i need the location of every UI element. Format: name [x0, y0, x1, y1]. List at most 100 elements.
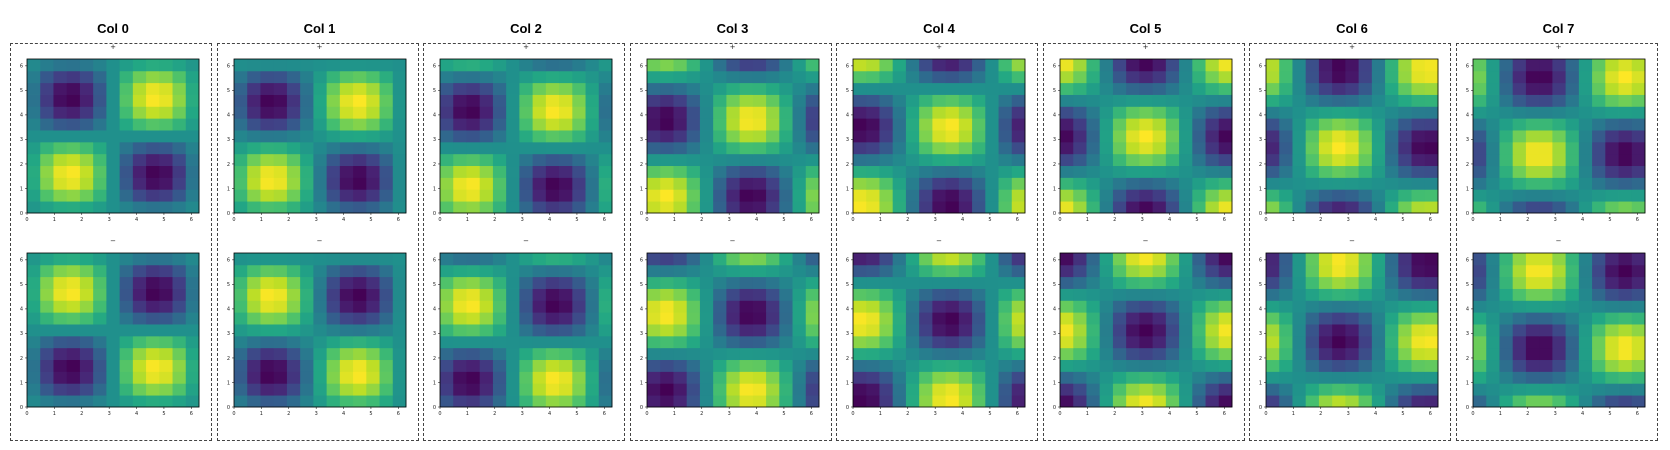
heatmap-cell	[1218, 82, 1232, 95]
heatmap-cell	[453, 94, 467, 107]
heatmap-cell	[1152, 165, 1166, 178]
heatmap-cell	[1538, 165, 1553, 178]
heatmap-cell	[712, 177, 727, 190]
heatmap-cell	[365, 153, 380, 167]
heatmap-cell	[1191, 59, 1206, 72]
heatmap-cell	[1358, 165, 1373, 178]
heatmap-cell	[1525, 276, 1540, 289]
heatmap-cell	[1618, 59, 1632, 72]
heatmap-cell	[972, 371, 986, 384]
heatmap-cell	[1631, 264, 1645, 278]
heatmap-cell	[985, 118, 999, 131]
heatmap-cell	[339, 59, 353, 72]
heatmap-cell	[725, 141, 740, 155]
heatmap-cell	[1485, 253, 1500, 266]
heatmap-cell	[40, 347, 54, 361]
heatmap-cell	[1318, 153, 1333, 167]
heatmap-cell	[778, 288, 793, 301]
heatmap-cell	[1085, 288, 1100, 301]
heatmap-cell	[585, 312, 600, 325]
heatmap-cell	[686, 59, 700, 72]
heatmap-cell	[1551, 177, 1566, 190]
x-tick-label: 2	[1113, 217, 1116, 223]
heatmap-cell	[1358, 300, 1373, 313]
heatmap-cell	[1305, 288, 1320, 301]
heatmap-cell	[739, 312, 753, 325]
heatmap-cell	[132, 59, 147, 72]
heatmap-cell	[985, 82, 999, 95]
heatmap-cell	[958, 165, 973, 178]
heatmap-cell	[1424, 201, 1439, 214]
heatmap-cell	[1099, 59, 1113, 72]
heatmap-cell	[892, 371, 907, 384]
heatmap-cell	[392, 118, 406, 131]
heatmap-cell	[905, 59, 920, 72]
heatmap-cell	[1305, 347, 1320, 361]
heatmap-cell	[1578, 395, 1592, 408]
heatmap-cell	[93, 371, 107, 384]
heatmap-cell	[106, 264, 121, 278]
heatmap-cell	[146, 201, 160, 214]
heatmap-cell	[273, 59, 287, 72]
heatmap-cell	[299, 288, 314, 301]
heatmap-cell	[1318, 371, 1333, 384]
heatmap-cell	[479, 165, 494, 178]
heatmap-cell	[892, 153, 907, 167]
heatmap-cell	[1085, 312, 1100, 325]
heatmap-cell	[1266, 59, 1280, 72]
chart-column: Col 2 +0 1 2 3 4 5 6 0 1 2 3 4 5 6−0 1 2 3 4 5 6 0 1 2 3 4 5 6	[423, 0, 629, 450]
heatmap-cell	[598, 153, 613, 167]
heatmap-cell	[866, 94, 880, 107]
heatmap-cell	[572, 59, 586, 72]
heatmap-cell	[1152, 189, 1166, 202]
heatmap-cell	[866, 153, 880, 167]
heatmap-cell	[1411, 59, 1426, 72]
heatmap-cell	[853, 201, 867, 214]
heatmap-cell	[545, 395, 560, 408]
heatmap-cell	[1485, 201, 1500, 214]
heatmap-cell	[1125, 106, 1140, 119]
heatmap-cell	[1538, 335, 1553, 349]
heatmap-cell	[712, 264, 727, 278]
heatmap-cell	[1099, 359, 1113, 372]
heatmap-cell	[1512, 94, 1526, 107]
y-tick-label: 1	[1465, 380, 1468, 386]
heatmap-cell	[1551, 335, 1566, 349]
heatmap-cell	[466, 106, 481, 119]
heatmap-cell	[1292, 70, 1307, 84]
heatmap-cell	[972, 312, 986, 325]
heatmap-cell	[27, 395, 41, 408]
heatmap-cell	[998, 276, 1013, 289]
heatmap-cell	[233, 82, 248, 95]
heatmap-cell	[326, 165, 340, 178]
heatmap-cell	[119, 189, 134, 202]
heatmap-cell	[1565, 94, 1579, 107]
heatmap-cell	[440, 253, 454, 266]
heatmap-cell	[712, 359, 727, 372]
heatmap-cell	[506, 371, 520, 384]
heatmap-cell	[1205, 118, 1219, 131]
heatmap-cell	[892, 395, 907, 408]
heatmap-cell	[326, 371, 340, 384]
heatmap-cell	[792, 264, 806, 278]
heatmap-cell	[1165, 59, 1179, 72]
heatmap-cell	[598, 288, 613, 301]
heatmap-cell	[532, 335, 547, 349]
column-title: Col 3	[716, 21, 749, 36]
heatmap-cell	[905, 383, 920, 396]
heatmap-cell	[352, 276, 367, 289]
heatmap-cell	[352, 165, 367, 178]
heatmap-cell	[1565, 264, 1579, 278]
heatmap-cell	[1618, 189, 1632, 202]
heatmap-cell	[233, 335, 248, 349]
heatmap-cell	[1371, 347, 1386, 361]
heatmap-cell	[1279, 276, 1293, 289]
heatmap-cell	[752, 201, 766, 214]
heatmap-cell	[66, 347, 81, 361]
heatmap-cell	[1218, 253, 1232, 266]
heatmap-cell	[1525, 335, 1540, 349]
heatmap-cell	[945, 106, 960, 119]
x-tick-label: 6	[190, 411, 193, 417]
heatmap-cell	[106, 94, 121, 107]
